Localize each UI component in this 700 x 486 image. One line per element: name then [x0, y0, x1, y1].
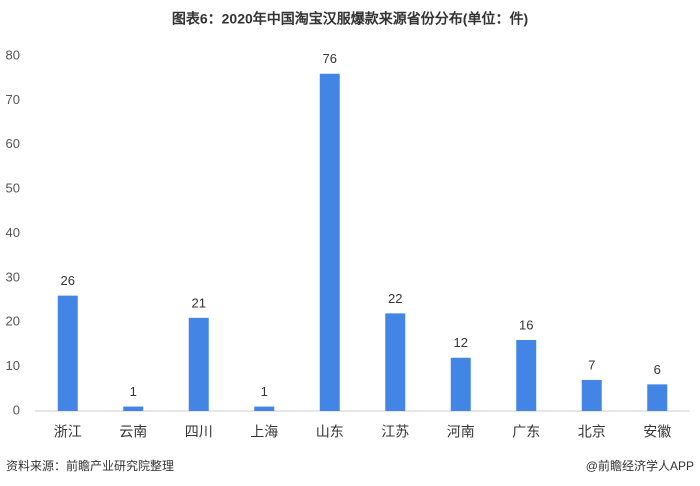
bar [319, 73, 340, 411]
bar [581, 379, 602, 411]
x-tick-label: 广东 [512, 424, 540, 440]
bar [188, 317, 209, 411]
data-label: 1 [261, 384, 268, 399]
y-tick-label: 0 [13, 402, 20, 417]
y-tick-label: 40 [6, 225, 20, 240]
y-tick-label: 80 [6, 47, 20, 62]
x-tick-label: 山东 [316, 424, 344, 440]
bar [385, 313, 406, 411]
x-tick-label: 安徽 [643, 424, 671, 440]
source: 资料来源：前瞻产业研究院整理 [6, 458, 174, 473]
y-tick-label: 50 [6, 181, 20, 196]
bar [647, 384, 668, 411]
data-label: 26 [61, 273, 75, 288]
x-tick-label: 云南 [119, 424, 147, 440]
chart-title: 图表6：2020年中国淘宝汉服爆款来源省份分布(单位：件) [172, 11, 528, 27]
data-label: 21 [192, 295, 206, 310]
x-tick-label: 河南 [447, 424, 475, 440]
x-tick-label: 浙江 [54, 424, 82, 440]
data-label: 6 [654, 362, 661, 377]
y-tick-label: 10 [6, 358, 20, 373]
credit: @前瞻经济学人APP [586, 458, 694, 473]
bar [123, 406, 144, 411]
bar [450, 357, 471, 411]
data-label: 12 [454, 335, 468, 350]
bar [57, 295, 78, 411]
x-tick-label: 北京 [578, 424, 606, 440]
y-tick-label: 60 [6, 136, 20, 151]
y-tick-label: 20 [6, 314, 20, 329]
data-label: 1 [130, 384, 137, 399]
x-tick-label: 四川 [185, 424, 213, 440]
y-tick-label: 30 [6, 269, 20, 284]
x-tick-label: 上海 [250, 424, 278, 440]
data-label: 7 [588, 357, 595, 372]
bar [516, 340, 537, 411]
data-label: 16 [519, 317, 533, 332]
data-label: 76 [323, 51, 337, 66]
y-tick-label: 70 [6, 92, 20, 107]
x-tick-label: 江苏 [381, 424, 409, 440]
bar [254, 406, 275, 411]
data-label: 22 [388, 291, 402, 306]
